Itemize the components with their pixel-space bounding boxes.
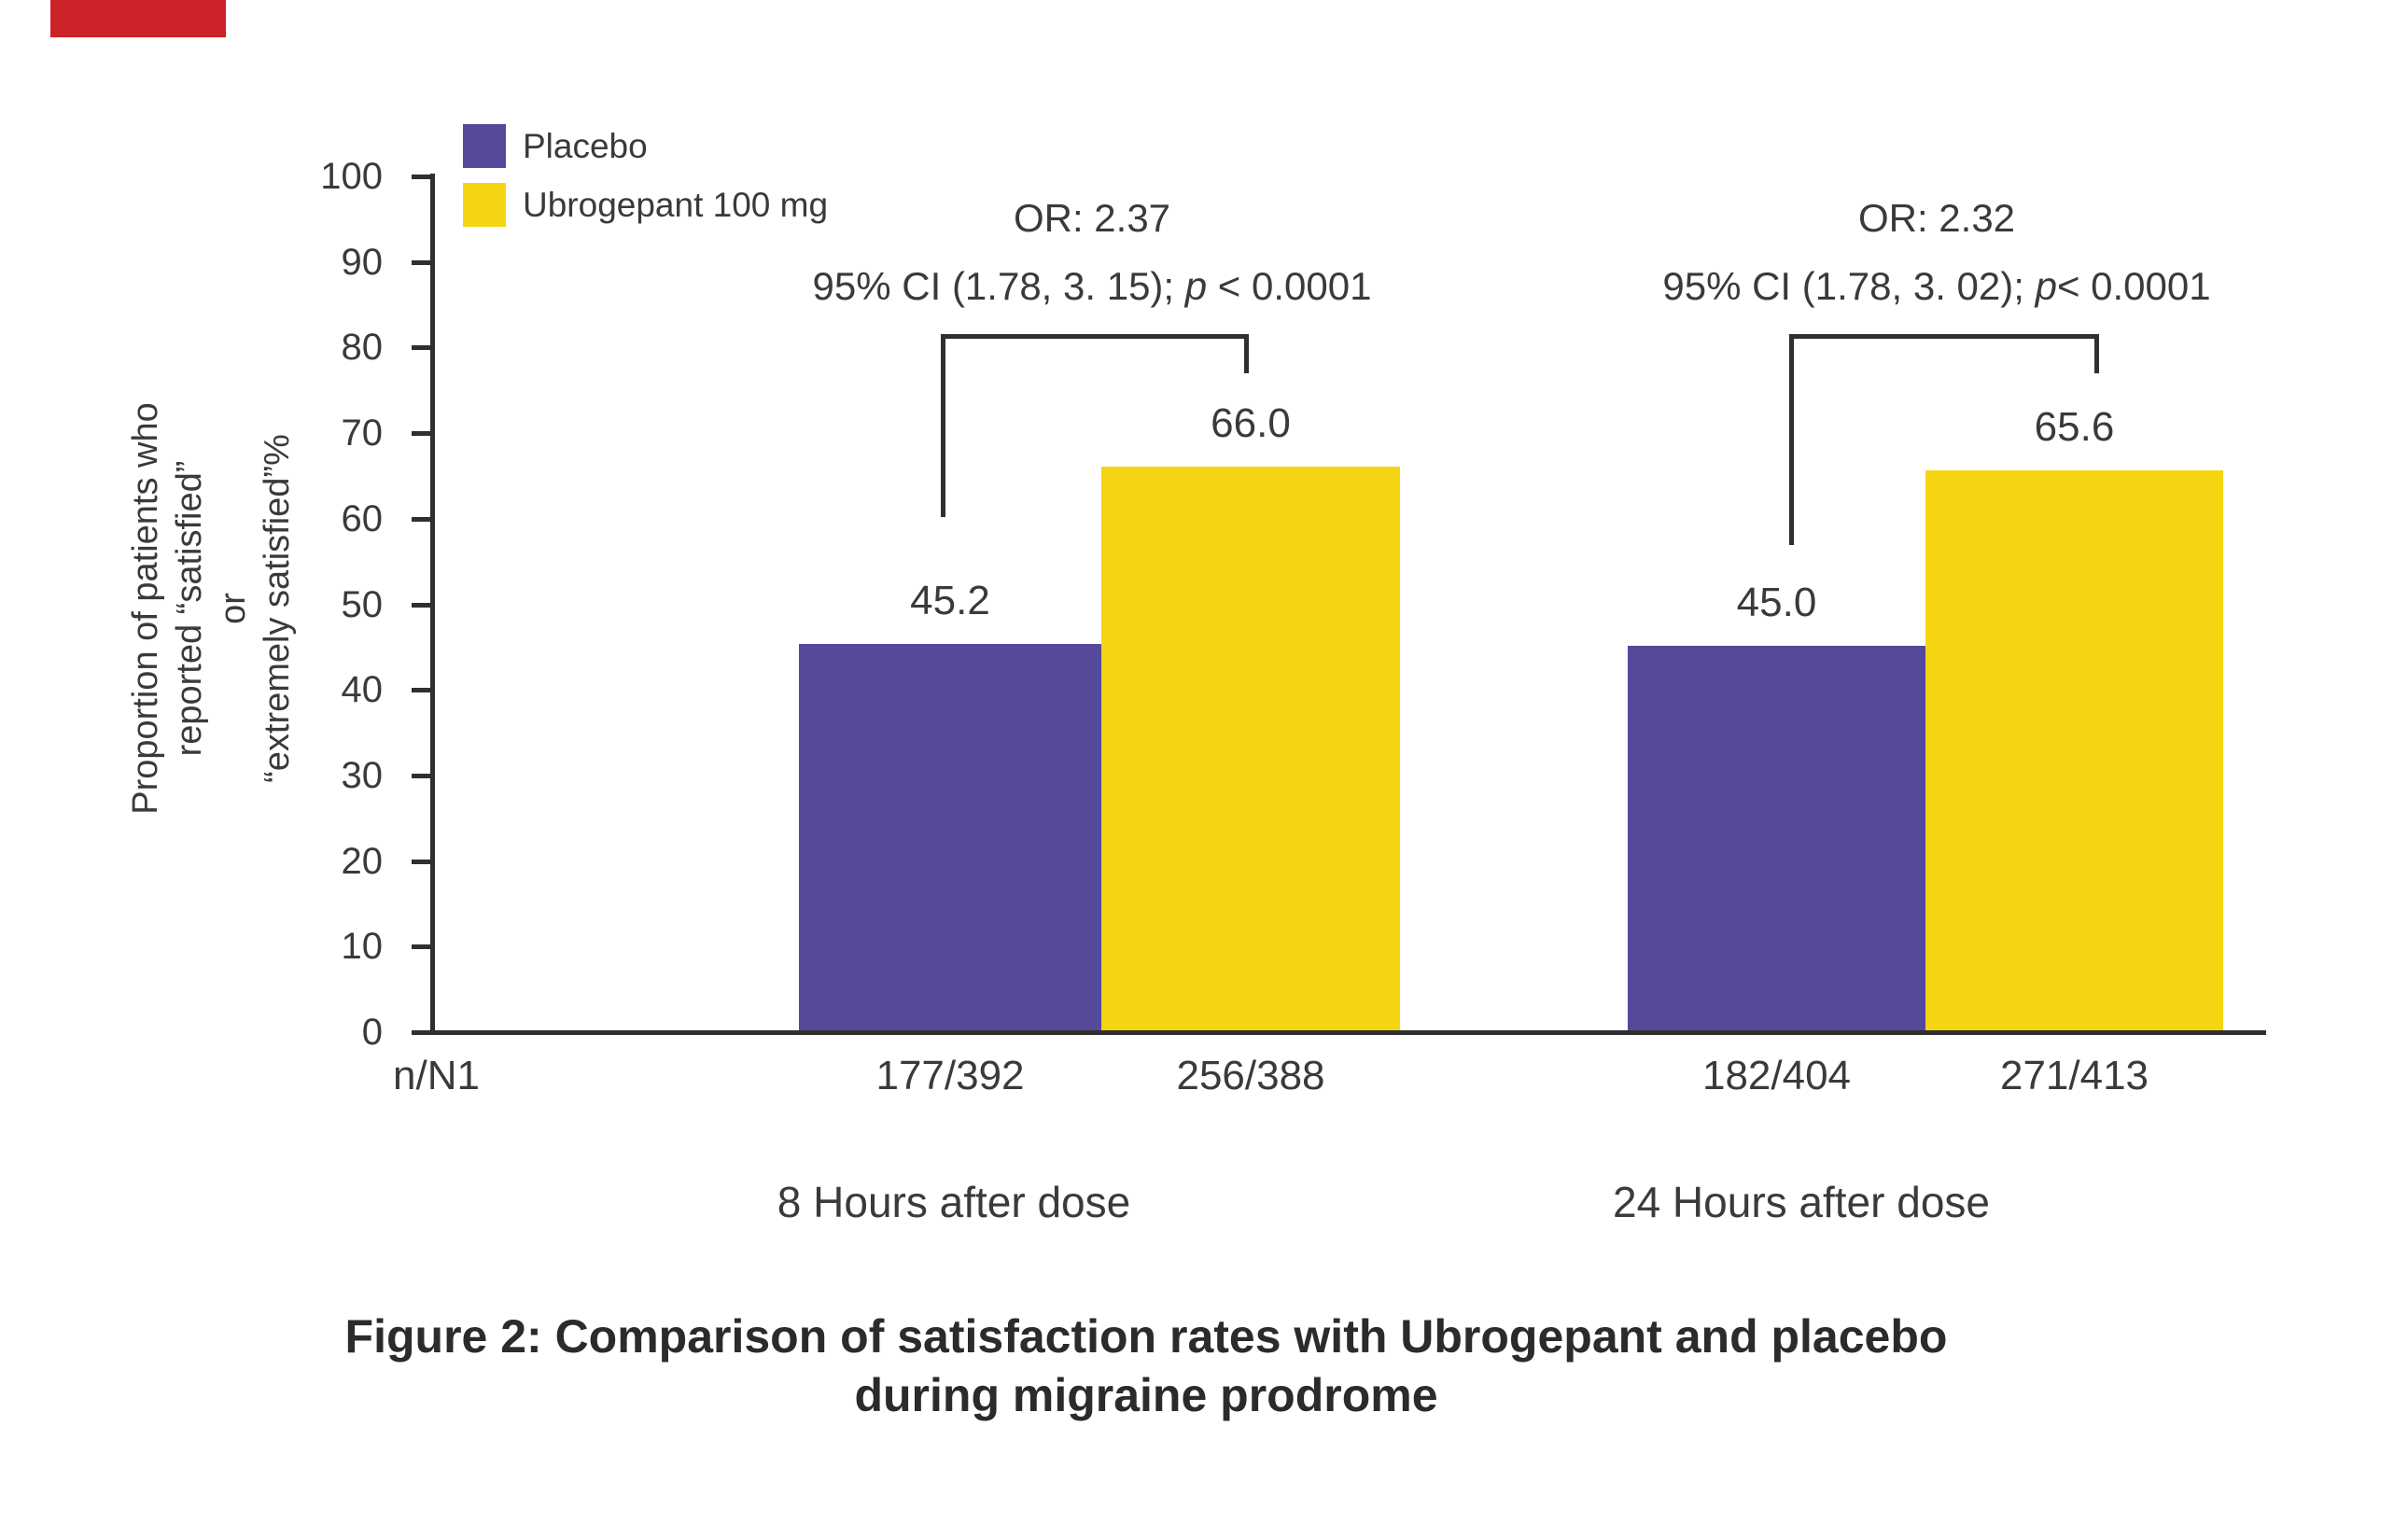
y-axis-tick-label: 0 [361,1012,383,1053]
y-axis-title-line-2: reported “satisfied” [170,460,209,757]
y-axis-tick [412,688,430,693]
n-over-n-placebo-8h: 177/392 [875,1053,1025,1098]
ci-text-suffix: < 0.0001 [2056,264,2211,308]
bar-ubrogepant-8h [1101,467,1400,1030]
figure-title: Figure 2: Comparison of satisfaction rat… [213,1307,2079,1425]
figure-title-line-2: during migraine prodrome [854,1369,1438,1421]
legend-label-ubrogepant: Ubrogepant 100 mg [523,186,829,224]
ci-annotation-8h: 95% CI (1.78, 3. 15); p < 0.0001 [672,264,1512,309]
n-over-n-placebo-24h: 182/404 [1701,1053,1852,1098]
bar-value-label-placebo-8h: 45.2 [910,578,990,624]
y-axis-tick [412,773,430,778]
ci-text-prefix: 95% CI (1.78, 3. 02); [1662,264,2036,308]
legend-swatch-placebo [463,124,506,168]
bar-value-label-ubrogepant-8h: 66.0 [1211,400,1291,447]
bar-ubrogepant-24h [1925,469,2223,1030]
y-axis-tick [412,431,430,437]
bar-placebo-24h [1628,646,1925,1030]
y-axis-tick [412,602,430,608]
red-bar [50,0,226,37]
bracket-right-leg [2094,334,2099,373]
y-axis-tick-label: 20 [341,840,384,882]
legend: Placebo Ubrogepant 100 mg [463,124,828,242]
bar-placebo-8h [799,644,1101,1030]
y-axis-tick [412,516,430,522]
x-axis-line [430,1030,2266,1035]
y-axis-tick-label: 50 [341,583,384,625]
y-axis-tick [412,175,430,179]
bar-value-label-placebo-24h: 45.0 [1736,580,1817,626]
ci-text-prefix: 95% CI (1.78, 3. 15); [812,264,1185,308]
bracket-top-line [941,334,1249,339]
ci-text-suffix: < 0.0001 [1207,264,1372,308]
bracket-top-line [1789,334,2099,339]
y-axis-tick-label: 80 [341,327,384,369]
legend-item-placebo: Placebo [463,124,828,168]
y-axis-title-line-1: Proportion of patients who [126,402,165,815]
y-axis-tick-label: 90 [341,241,384,283]
y-axis-tick [412,1030,430,1035]
legend-label-placebo: Placebo [523,127,648,165]
bracket-left-leg [941,334,945,517]
y-axis-tick-label: 70 [341,412,384,454]
n-over-n-row-label: n/N1 [393,1053,480,1098]
y-axis-tick [412,345,430,351]
y-axis-tick-label: 60 [341,497,384,539]
bracket-left-leg [1789,334,1794,545]
bracket-right-leg [1244,334,1249,373]
y-axis-line [430,174,435,1035]
group-label-8h: 8 Hours after dose [777,1178,1131,1226]
y-axis-tick-label: 40 [341,669,384,711]
y-axis-tick-label: 30 [341,754,384,796]
or-annotation-24h: OR: 2.32 [1857,196,2016,240]
y-axis-tick [412,859,430,864]
y-axis-tick-label: 10 [341,926,384,968]
figure-title-line-1: Figure 2: Comparison of satisfaction rat… [344,1310,1948,1363]
bar-value-label-ubrogepant-24h: 65.6 [2034,403,2115,450]
ci-p-symbol: p [1184,264,1208,308]
legend-item-ubrogepant: Ubrogepant 100 mg [463,183,828,227]
y-axis-tick [412,944,430,950]
y-axis-tick [412,259,430,265]
or-annotation-8h: OR: 2.37 [1013,196,1171,240]
y-axis-title-line-3: or [214,593,253,624]
legend-swatch-ubrogepant [463,183,506,227]
ci-annotation-24h: 95% CI (1.78, 3. 02); p< 0.0001 [1517,264,2357,309]
n-over-n-ubrogepant-24h: 271/413 [1999,1053,2149,1098]
ci-p-symbol: p [2035,264,2057,308]
n-over-n-ubrogepant-8h: 256/388 [1176,1053,1325,1098]
group-label-24h: 24 Hours after dose [1612,1178,1990,1226]
y-axis-tick-label: 100 [320,156,383,197]
